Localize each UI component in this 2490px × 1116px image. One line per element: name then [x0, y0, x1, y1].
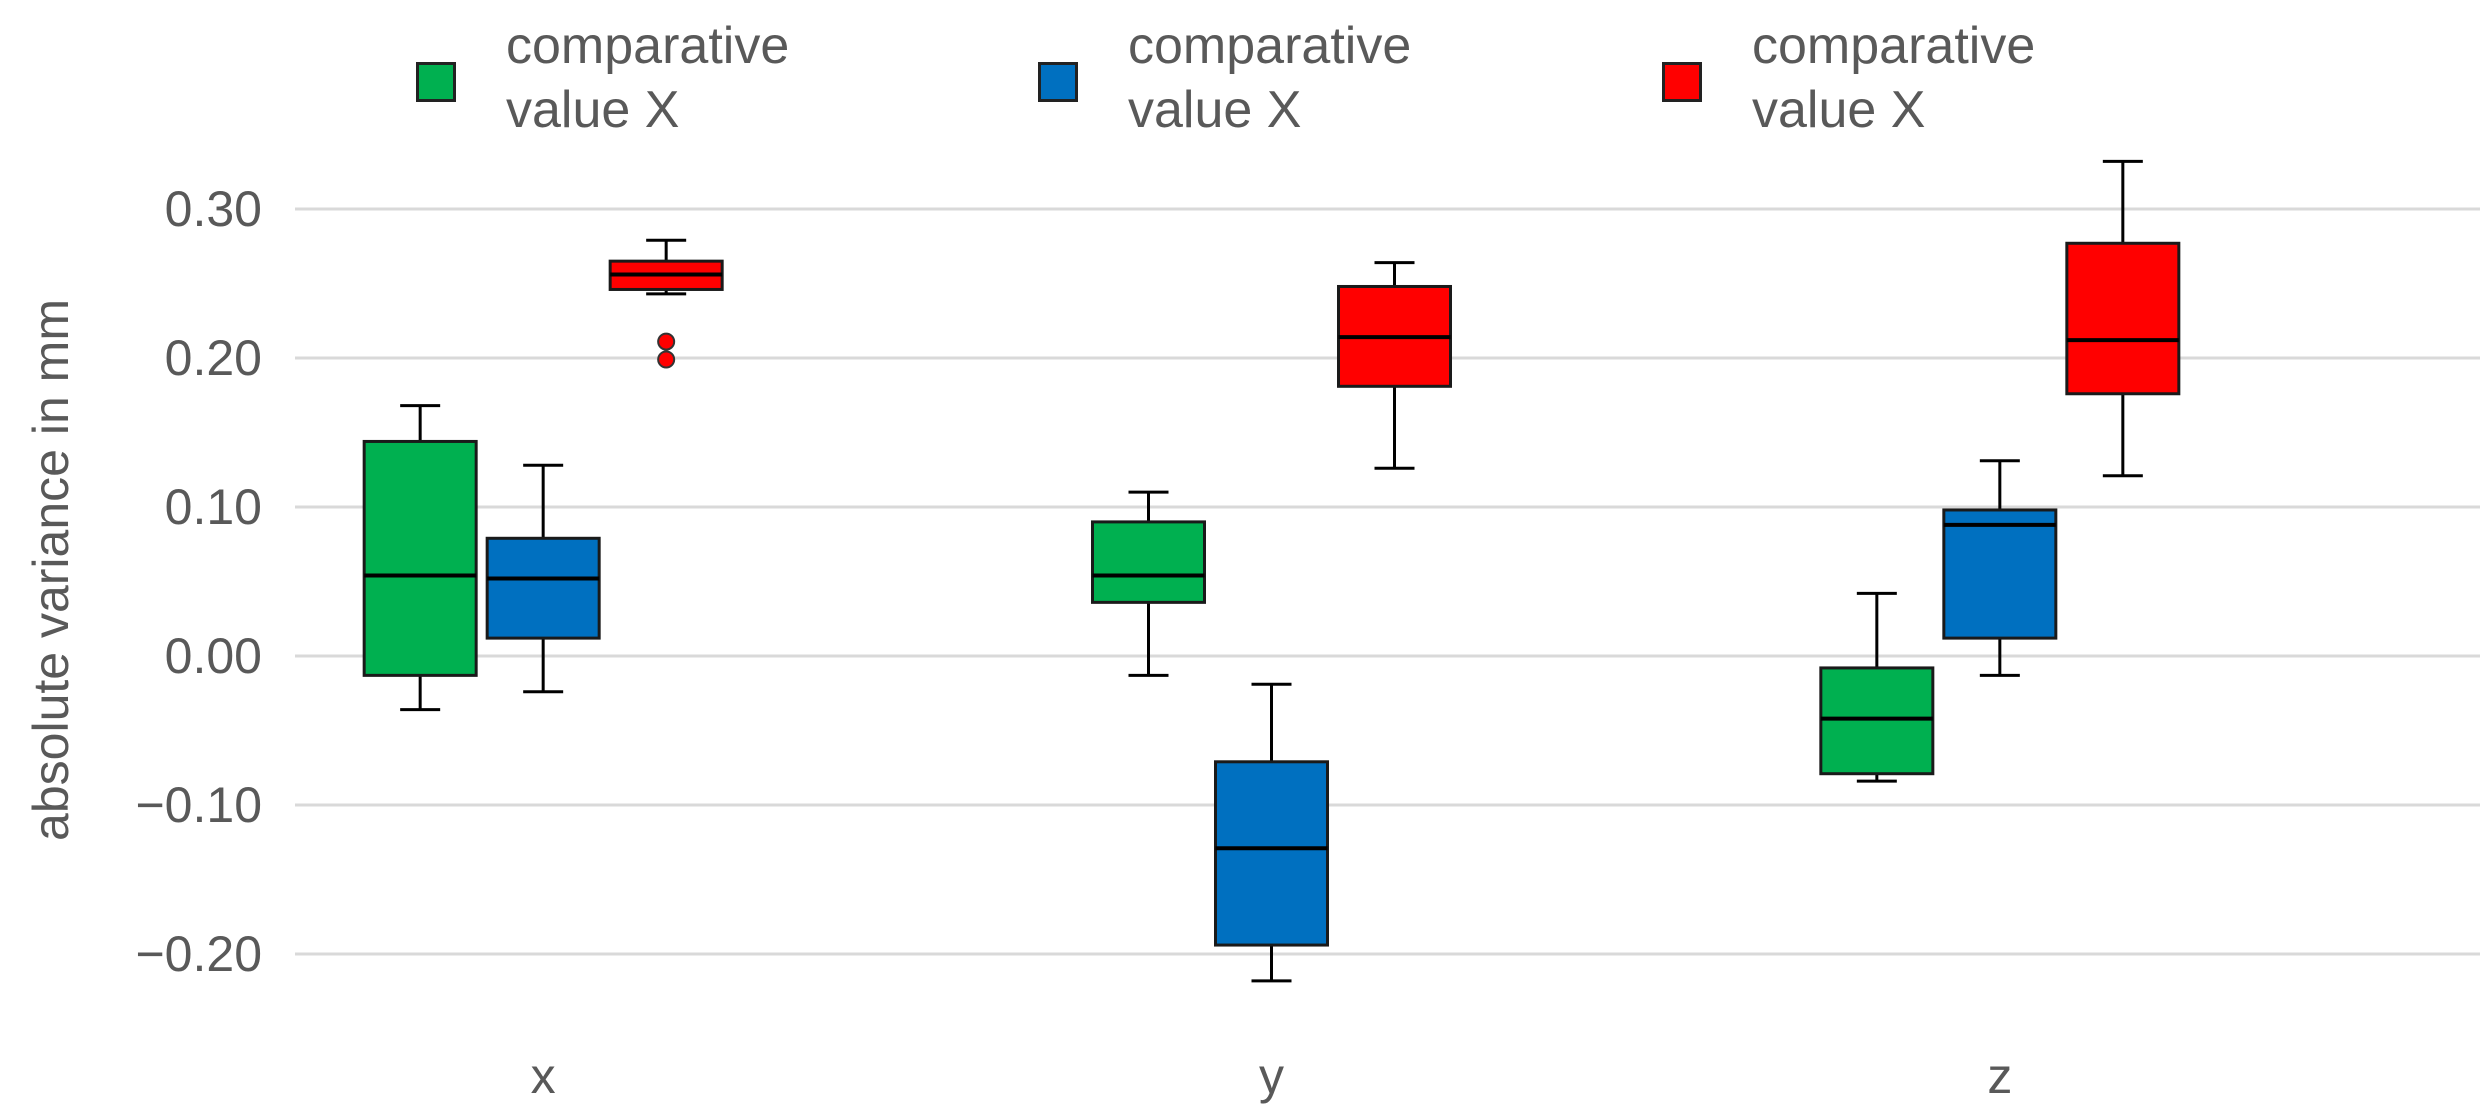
- box-body: [485, 536, 601, 640]
- box-x-series-1: [362, 404, 478, 712]
- box-z-series-2: [1942, 459, 2058, 677]
- box-y-series-3: [1337, 261, 1452, 470]
- box-z-series-1: [1819, 591, 1935, 783]
- box-y-series-2: [1214, 682, 1329, 983]
- x-tick-label: y: [1259, 1048, 1284, 1104]
- legend-label-green: comparative value X: [506, 17, 790, 139]
- legend-swatch-green: [416, 62, 456, 102]
- legend-item-blue: comparative value X: [1038, 14, 1488, 142]
- box-x-series-2: [485, 463, 601, 694]
- box-x-series-3: [608, 238, 724, 369]
- box-body: [1214, 760, 1329, 947]
- legend-item-red: comparative value X: [1662, 14, 2112, 142]
- legend-item-green: comparative value X: [416, 14, 866, 142]
- box-body: [1091, 520, 1206, 604]
- y-tick-label: −0.10: [135, 777, 262, 833]
- box-body: [1819, 666, 1935, 776]
- y-tick-label: 0.00: [165, 628, 262, 684]
- y-tick-label: 0.10: [165, 479, 262, 535]
- box-series: [362, 159, 2181, 983]
- outlier-point: [657, 350, 676, 369]
- y-axis-ticks: 0.30 0.20 0.10 0.00 −0.10 −0.20: [135, 181, 262, 982]
- box-body: [362, 439, 478, 677]
- y-axis-title: absolute variance in mm: [23, 299, 79, 841]
- box-y-series-1: [1091, 490, 1206, 677]
- legend-swatch-red: [1662, 62, 1702, 102]
- outlier-point: [657, 332, 676, 351]
- box-body: [1942, 508, 2058, 640]
- legend-swatch-blue: [1038, 62, 1078, 102]
- x-tick-label: z: [1987, 1048, 2012, 1104]
- legend-label-blue: comparative value X: [1128, 17, 1412, 139]
- legend-label-red: comparative value X: [1752, 17, 2036, 139]
- y-tick-label: −0.20: [135, 926, 262, 982]
- box-z-series-3: [2065, 159, 2181, 478]
- x-axis-ticks: x y z: [531, 1048, 2013, 1104]
- y-tick-label: 0.30: [165, 181, 262, 237]
- legend: comparative value X comparative value X …: [0, 0, 2490, 170]
- box-body: [2065, 241, 2181, 396]
- y-tick-label: 0.20: [165, 330, 262, 386]
- x-tick-label: x: [531, 1048, 556, 1104]
